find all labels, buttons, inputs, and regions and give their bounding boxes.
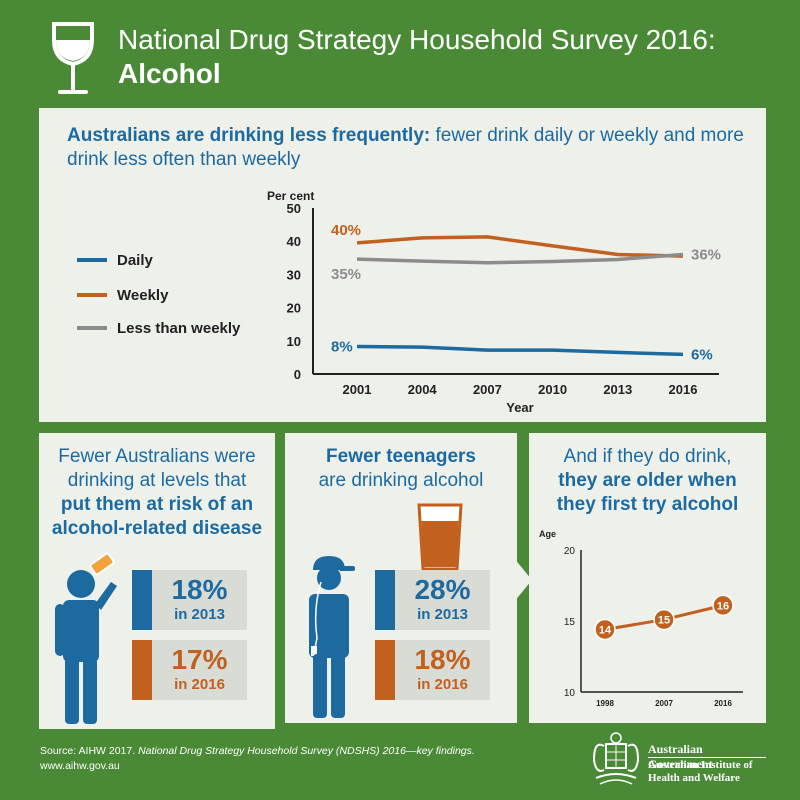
- legend-swatch-daily: [77, 258, 107, 262]
- gov-name: Australian Government: [648, 742, 713, 771]
- first-try-age-chart: Age 10 15 20 1998 2007 2016 14 15 16: [539, 529, 743, 708]
- age-y-tick-label: 10: [564, 688, 576, 699]
- y-tick-label: 0: [294, 367, 301, 382]
- teen-stat-2013-value: 28%: [414, 574, 471, 605]
- aihw-name-line1: Australian Institute of: [648, 759, 753, 771]
- x-tick-label: 2013: [603, 382, 632, 397]
- legend-swatch-less-than-weekly: [77, 326, 107, 330]
- teenagers-text-line2: are drinking alcohol: [318, 470, 484, 491]
- legend-label-daily: Daily: [117, 251, 153, 269]
- x-tick-label: 2001: [343, 382, 372, 397]
- age-y-tick-label: 15: [564, 617, 576, 628]
- x-tick-label: 2004: [408, 382, 438, 397]
- y-tick-label: 40: [287, 234, 301, 249]
- frequency-heading: Australians are drinking less frequently…: [67, 124, 747, 172]
- risk-panel: Fewer Australians were drinking at level…: [39, 433, 275, 729]
- age-x-tick-label: 2016: [714, 699, 732, 708]
- frequency-panel: Australians are drinking less frequently…: [39, 108, 766, 422]
- data-label-weekly-2001: 40%: [331, 222, 361, 239]
- teen-stat-2016-value: 18%: [414, 644, 471, 675]
- source-url[interactable]: www.aihw.gov.au: [40, 760, 120, 772]
- y-tick-label: 50: [287, 201, 301, 216]
- risk-text-line2: drinking at levels that: [67, 470, 247, 491]
- age-data-point: [653, 608, 675, 631]
- age-x-tick-label: 2007: [655, 699, 673, 708]
- risk-stat-2013-value: 18%: [171, 574, 228, 605]
- age-data-label: 15: [658, 615, 670, 627]
- data-label-less-than-weekly-2001: 35%: [331, 266, 361, 283]
- x-tick-label: 2010: [538, 382, 567, 397]
- risk-stat-2013-bar: [132, 570, 152, 630]
- y-tick-label: 20: [287, 301, 301, 316]
- person-drinking-icon: [55, 552, 117, 724]
- risk-stat-2016-bar: [132, 640, 152, 700]
- age-data-point: [594, 618, 616, 641]
- age-data-label: 16: [717, 600, 729, 612]
- age-text-line3: they first try alcohol: [556, 494, 739, 515]
- age-text-line2: they are older when: [558, 470, 737, 491]
- source-citation: Source: AIHW 2017. National Drug Strateg…: [40, 744, 475, 759]
- y-tick-label: 10: [287, 334, 301, 349]
- teenager-icon: [309, 556, 355, 718]
- header: National Drug Strategy Household Survey …: [40, 18, 760, 98]
- teen-stat-2016-year: in 2016: [417, 676, 468, 693]
- risk-stat-2013: 18% in 2013: [132, 570, 247, 630]
- age-panel: And if they do drink, they are older whe…: [529, 433, 766, 723]
- risk-stat-2016: 17% in 2016: [132, 640, 247, 700]
- legend-swatch-weekly: [77, 293, 107, 297]
- legend-item-daily: Daily: [77, 250, 153, 270]
- risk-text-line3: put them at risk of an: [60, 494, 254, 515]
- risk-stat-2016-value: 17%: [171, 644, 228, 675]
- legend-label-less-than-weekly: Less than weekly: [117, 319, 241, 337]
- teen-stat-2013-year: in 2013: [417, 606, 468, 623]
- risk-text-line4: alcohol-related disease: [51, 518, 263, 539]
- aihw-logo: Australian Government Australian Institu…: [588, 730, 768, 792]
- risk-stat-2016-year: in 2016: [174, 676, 225, 693]
- age-y-axis-title: Age: [539, 529, 556, 539]
- data-label-less-than-weekly-2016: 36%: [691, 246, 721, 263]
- data-label-daily-2001: 8%: [331, 338, 353, 355]
- series-line-weekly: [356, 235, 684, 258]
- teen-stat-2016-bar: [375, 640, 395, 700]
- x-tick-label: 2016: [669, 382, 698, 397]
- coat-of-arms-icon: [592, 732, 640, 785]
- beer-glass-icon: [417, 503, 463, 571]
- age-data-point: [712, 594, 734, 617]
- source-title: National Drug Strategy Household Survey …: [138, 745, 475, 757]
- legend-label-weekly: Weekly: [117, 286, 169, 304]
- page-subtitle: Alcohol: [118, 58, 221, 89]
- legend-item-weekly: Weekly: [77, 285, 168, 305]
- y-axis-title: Per cent: [267, 189, 314, 203]
- frequency-heading-rest: fewer drink daily or weekly and more dri…: [67, 125, 744, 170]
- aihw-name-line2: Health and Welfare: [648, 772, 740, 784]
- logo-divider: [648, 757, 766, 758]
- series-line-less-than-weekly: [356, 252, 684, 265]
- teen-stat-2016: 18% in 2016: [375, 640, 490, 700]
- age-x-tick-label: 1998: [596, 699, 614, 708]
- panel-arrow: [514, 558, 532, 602]
- y-tick-label: 30: [287, 267, 301, 282]
- age-text-line1: And if they do drink,: [563, 446, 732, 467]
- risk-stat-2013-year: in 2013: [174, 606, 225, 623]
- source-note: Source: AIHW 2017. National Drug Strateg…: [40, 744, 475, 774]
- series-line-daily: [356, 344, 684, 357]
- age-data-label: 14: [599, 625, 612, 637]
- x-tick-label: 2007: [473, 382, 502, 397]
- teen-stat-2013-bar: [375, 570, 395, 630]
- page-title: National Drug Strategy Household Survey …: [118, 24, 716, 55]
- x-axis-title: Year: [506, 400, 533, 415]
- data-label-daily-2016: 6%: [691, 346, 713, 363]
- source-prefix: Source: AIHW 2017.: [40, 745, 139, 757]
- teen-stat-2013: 28% in 2013: [375, 570, 490, 630]
- legend-item-less-than-weekly: Less than weekly: [77, 318, 240, 338]
- teenagers-text-line1: Fewer teenagers: [326, 446, 476, 467]
- frequency-heading-bold: Australians are drinking less frequently…: [67, 125, 431, 146]
- risk-text-line1: Fewer Australians were: [58, 446, 256, 467]
- drinking-frequency-chart: Per cent 0 10 20 30 40 50 2001 2004 2007 2010 2013 2…: [267, 189, 721, 415]
- teenagers-panel: Fewer teenagers are drinking alcohol 28%…: [285, 433, 517, 723]
- wine-glass-icon: [52, 22, 94, 94]
- age-y-tick-label: 20: [564, 546, 576, 557]
